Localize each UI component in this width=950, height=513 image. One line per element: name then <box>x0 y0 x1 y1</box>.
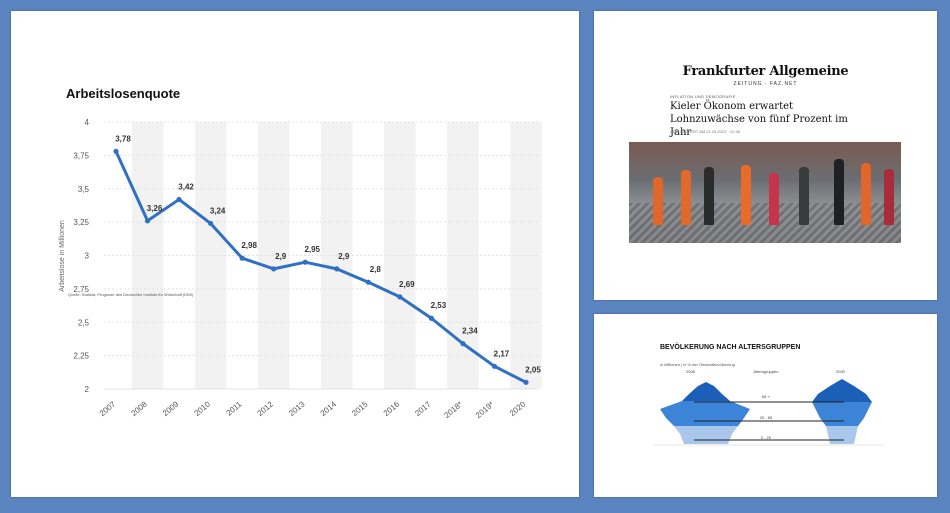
y-tick-label: 3 <box>85 252 90 261</box>
photo-pavement <box>629 203 901 243</box>
data-point <box>144 218 151 224</box>
age-group-label: 0 - 20 <box>760 435 772 440</box>
y-tick-label: 2,75 <box>73 285 89 294</box>
y-tick-label: 4 <box>85 118 90 127</box>
data-point <box>523 379 529 385</box>
pyramid-2030-working <box>812 402 872 426</box>
data-point <box>334 266 340 272</box>
data-label: 2,34 <box>462 327 478 336</box>
photo-person <box>861 163 871 225</box>
x-tick-label: 2013 <box>287 399 307 418</box>
series-line <box>114 150 527 384</box>
photo-person <box>741 165 751 225</box>
x-tick-label: 2019* <box>474 400 496 420</box>
data-label: 3,78 <box>115 134 131 143</box>
data-label: 3,24 <box>210 206 226 215</box>
data-label: 2,95 <box>304 245 320 254</box>
x-tick-label: 2020 <box>508 399 528 418</box>
newspaper-logo-sub: ZEITUNG · FAZ.NET <box>733 81 798 87</box>
age-group-label: 65 + <box>762 394 770 399</box>
data-label: 2,05 <box>525 365 541 374</box>
data-point <box>113 148 119 154</box>
y-tick-label: 2,5 <box>78 318 90 327</box>
x-tick-label: 2015 <box>350 399 370 418</box>
x-tick-label: 2008 <box>129 399 149 418</box>
article-headline: Kieler Ökonom erwartet Lohnzuwächse von … <box>670 101 848 138</box>
data-label: 2,69 <box>399 280 415 289</box>
x-tick-label: 2014 <box>319 399 339 418</box>
data-point <box>460 341 466 347</box>
pyramid-groups-label: Altersgruppen <box>753 369 779 374</box>
x-tick-label: 2007 <box>98 399 118 418</box>
photo-person <box>681 170 691 225</box>
article-meta: AKTUALISIERT AM 21.03.2023 · 12:38 <box>670 129 740 134</box>
population-pyramids <box>654 379 884 446</box>
chart-title: Arbeitslosenquote <box>66 86 181 101</box>
y-tick-label: 2,25 <box>73 352 89 361</box>
x-tick-label: 2011 <box>224 399 243 417</box>
data-label: 2,9 <box>275 252 287 261</box>
data-point <box>208 220 214 227</box>
y-tick-label: 3,25 <box>73 218 89 227</box>
article-photo <box>629 142 901 243</box>
data-label: 2,17 <box>494 349 510 358</box>
photo-person <box>884 169 894 225</box>
data-point <box>302 259 308 265</box>
y-tick-label: 2 <box>85 385 90 394</box>
data-label: 2,98 <box>241 241 257 250</box>
line-chart: 4 3,75 3,5 3,25 3 2,75 2,5 2,25 2 2007 2008 2009 20… <box>59 118 542 420</box>
data-label: 2,8 <box>370 265 382 274</box>
pyramid-panel: BEVÖLKERUNG NACH ALTERSGRUPPEN in Millio… <box>594 314 937 497</box>
pyramid-2030-old <box>812 379 872 402</box>
y-tick-label: 3,5 <box>78 185 90 194</box>
pyramid-year-left: 2008 <box>686 369 695 374</box>
data-point <box>271 266 277 272</box>
x-tick-label: 2018* <box>442 400 464 420</box>
pyramid-title: BEVÖLKERUNG NACH ALTERSGRUPPEN <box>660 344 801 351</box>
photo-person <box>799 167 809 225</box>
article-panel: Frankfurter Allgemeine ZEITUNG · FAZ.NET… <box>594 11 937 300</box>
pyramid-2008-old <box>682 382 730 401</box>
data-point <box>397 294 403 300</box>
x-tick-label: 2016 <box>382 399 402 418</box>
pyramid-2008-working <box>660 401 750 426</box>
data-point <box>365 279 371 285</box>
data-point <box>176 196 182 203</box>
pyramid-2008-young <box>674 426 738 444</box>
x-tick-label: 2009 <box>161 399 181 418</box>
pyramid-subtitle: in Millionen | in % der Gesamtbevölkerun… <box>660 362 735 367</box>
pyramid-year-right: 2030 <box>836 369 845 374</box>
data-point <box>491 363 498 369</box>
newspaper-logo: Frankfurter Allgemeine <box>682 64 849 79</box>
pyramid-2030-young <box>826 426 858 444</box>
article-kicker: INFLATION UND DEMOGRAFIE <box>670 94 736 99</box>
data-label: 3,26 <box>147 204 163 213</box>
photo-person <box>769 173 779 225</box>
data-point <box>239 255 245 261</box>
data-point <box>428 315 434 321</box>
photo-person <box>834 159 844 225</box>
chart-panel: Arbeitslosenquote 4 3,75 3,5 3,25 3 2,75 2,5 2,… <box>11 11 579 497</box>
y-tick-label: 3,75 <box>73 151 89 160</box>
source-note: Quelle: Statista; Prognose des Deutschen… <box>68 292 194 297</box>
x-tick-label: 2012 <box>256 399 276 418</box>
x-tick-label: 2010 <box>192 399 212 418</box>
photo-person <box>653 177 663 225</box>
age-group-label: 20 - 65 <box>759 415 773 420</box>
data-label: 3,42 <box>178 182 194 191</box>
x-tick-label: 2017 <box>413 399 433 418</box>
photo-person <box>704 167 714 225</box>
data-label: 2,53 <box>431 301 447 310</box>
data-label: 2,9 <box>338 252 350 261</box>
y-axis-label: Arbeitslose in Millionen <box>59 220 66 292</box>
